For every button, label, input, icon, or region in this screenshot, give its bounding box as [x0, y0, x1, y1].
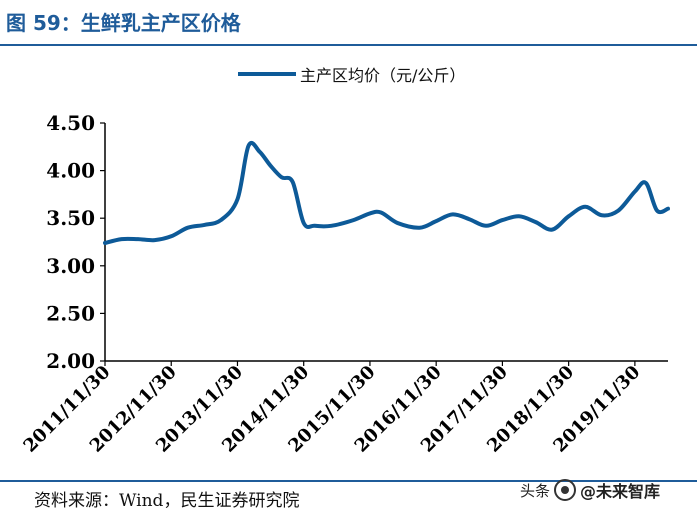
data-point — [469, 219, 470, 220]
data-point — [281, 177, 282, 178]
y-tick-label: 4.50 — [46, 111, 95, 135]
data-point — [485, 225, 486, 226]
data-point — [369, 213, 370, 214]
data-point — [171, 236, 172, 237]
data-point — [259, 151, 260, 152]
y-tick-label: 3.50 — [46, 206, 95, 230]
y-tick-label: 2.00 — [46, 349, 95, 373]
data-point — [452, 214, 453, 215]
data-point — [645, 183, 646, 184]
x-axis-ticks: 2011/11/302012/11/302013/11/302014/11/30… — [20, 361, 644, 457]
data-point — [105, 243, 106, 244]
data-point — [121, 239, 122, 240]
source-note: 资料来源：Wind，民生证券研究院 — [34, 491, 300, 511]
data-point — [601, 215, 602, 216]
data-point — [397, 223, 398, 224]
footer-rule — [0, 480, 697, 482]
data-point — [187, 227, 188, 228]
data-point — [585, 206, 586, 207]
data-point — [419, 227, 420, 228]
data-point — [618, 210, 619, 211]
data-point — [519, 216, 520, 217]
data-point — [657, 210, 658, 211]
data-point — [552, 229, 553, 230]
watermark-handle: @未来智库 — [580, 482, 661, 501]
legend-swatch — [238, 72, 296, 76]
data-point — [668, 208, 669, 209]
data-point — [535, 222, 536, 223]
chart-legend: 主产区均价（元/公斤） — [238, 62, 465, 86]
y-tick-label: 4.00 — [46, 159, 95, 183]
watermark: 头条 @未来智库 — [520, 478, 660, 502]
series-line-0 — [103, 140, 670, 245]
data-point — [502, 220, 503, 221]
data-point — [568, 216, 569, 217]
y-tick-label: 3.00 — [46, 254, 95, 278]
data-point — [248, 145, 249, 146]
data-point — [220, 220, 221, 221]
y-axis-ticks: 2.00 2.50 3.00 3.50 4.00 4.50 — [46, 111, 105, 373]
data-point — [237, 199, 238, 200]
data-point — [353, 220, 354, 221]
data-point — [204, 224, 205, 225]
data-point — [331, 225, 332, 226]
data-point — [314, 225, 315, 226]
data-point — [270, 165, 271, 166]
watermark-logo-icon — [554, 479, 577, 501]
figure-title: 图 59：生鲜乳主产区价格 — [6, 11, 241, 35]
data-point — [154, 240, 155, 241]
data-point — [303, 223, 304, 224]
legend-label: 主产区均价（元/公斤） — [300, 66, 466, 85]
title-rule — [0, 44, 697, 46]
chart-axes — [104, 123, 668, 362]
data-point — [138, 239, 139, 240]
data-point — [634, 191, 635, 192]
watermark-prefix: 头条 — [520, 481, 551, 500]
data-point — [381, 212, 382, 213]
data-point — [436, 221, 437, 222]
series-group — [103, 140, 670, 245]
line-chart: 2.00 2.50 3.00 3.50 4.00 4.50 2011/11/302012/… — [20, 111, 670, 457]
data-point — [292, 182, 293, 183]
y-tick-label: 2.50 — [46, 301, 95, 325]
